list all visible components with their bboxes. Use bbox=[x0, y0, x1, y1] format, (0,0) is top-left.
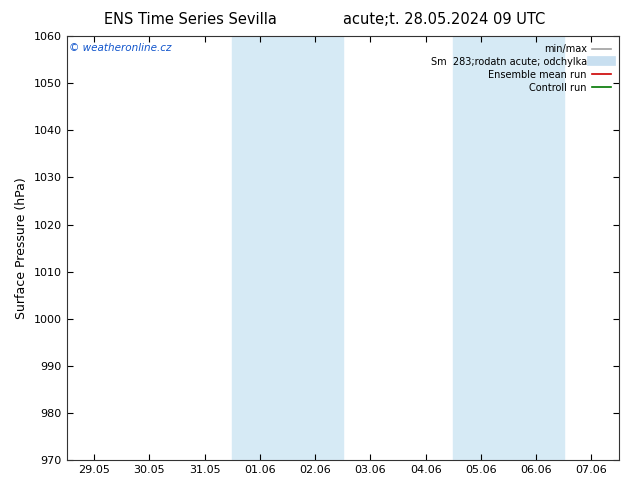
Y-axis label: Surface Pressure (hPa): Surface Pressure (hPa) bbox=[15, 177, 28, 319]
Text: ENS Time Series Sevilla: ENS Time Series Sevilla bbox=[104, 12, 276, 27]
Text: acute;t. 28.05.2024 09 UTC: acute;t. 28.05.2024 09 UTC bbox=[342, 12, 545, 27]
Legend: min/max, Sm  283;rodatn acute; odchylka, Ensemble mean run, Controll run: min/max, Sm 283;rodatn acute; odchylka, … bbox=[428, 41, 614, 96]
Bar bbox=[232, 36, 343, 460]
Bar bbox=[453, 36, 564, 460]
Text: © weatheronline.cz: © weatheronline.cz bbox=[69, 43, 172, 52]
